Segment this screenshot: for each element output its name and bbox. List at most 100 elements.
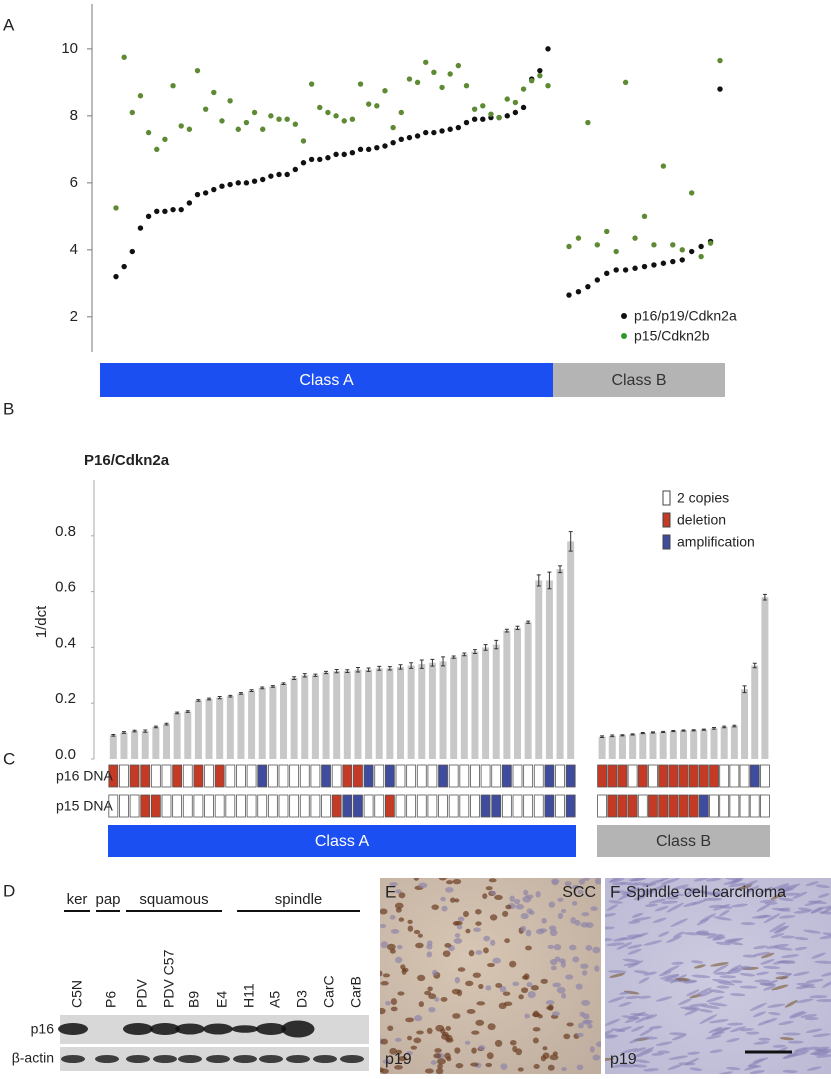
dna-status [342,764,353,788]
dna-status [172,794,183,818]
nucleus [427,986,433,992]
dna-status [384,794,395,818]
nucleus [575,983,583,990]
bar [418,664,426,759]
nucleus [488,878,497,883]
dot [641,213,648,220]
nucleus [431,904,440,910]
dot [455,62,462,69]
nucleus [655,1041,673,1046]
nucleus [489,914,498,921]
dna-status [512,794,523,818]
error-bar [345,669,350,674]
dot [575,235,582,241]
bar [556,569,564,759]
nucleus [629,1037,643,1044]
nucleus [475,1019,485,1026]
bar [258,687,266,759]
stain-label: p19 [385,1051,412,1068]
dna-status [459,764,470,788]
error-bar [324,670,329,675]
band [259,1055,283,1063]
dot [162,136,168,143]
nucleus [581,912,590,917]
dna-status [416,794,427,818]
nucleus [730,993,746,997]
band [95,1055,119,1063]
dna-status [193,794,204,818]
nucleus [637,1047,655,1056]
dna-status [501,794,512,818]
nucleus [666,902,685,913]
dot [186,200,193,206]
nucleus [713,916,733,921]
nucleus [585,944,593,951]
dna-status [688,764,699,788]
nucleus [729,1026,746,1033]
error-bar [238,692,243,695]
nucleus [540,1055,547,1062]
nucleus [418,1001,425,1008]
nucleus [571,901,578,906]
dna-status [204,794,214,818]
y-tick-label: 2 [70,308,78,325]
dot [622,267,629,273]
bar [439,661,447,759]
nucleus [380,908,388,915]
dot [423,129,429,136]
nucleus [407,1035,413,1041]
bar [741,689,749,759]
nucleus [708,1002,728,1007]
stain-label: p19 [610,1051,637,1068]
dna-status [161,764,172,788]
nucleus [633,970,649,974]
track-label: p15 DNA [56,798,113,814]
nucleus [606,904,618,911]
legend-swatch [662,490,671,506]
dot [341,151,347,158]
dot [202,106,209,112]
error-bar [143,729,148,733]
error-bar [366,667,371,672]
nucleus [714,1027,732,1032]
dot [349,150,356,156]
dna-status [607,794,618,818]
nucleus [529,910,535,915]
nucleus [712,904,731,911]
nucleus [657,1050,670,1054]
nucleus [724,878,739,881]
dna-status [668,764,679,788]
nucleus [628,920,641,924]
nucleus [577,889,584,895]
nucleus [660,878,680,885]
class-label: Class B [656,833,711,850]
dna-status [491,764,502,788]
dot [390,124,396,131]
nucleus [764,901,778,905]
nucleus [525,945,532,951]
nucleus [708,1026,723,1034]
error-bar [164,722,169,726]
error-bar [196,699,201,702]
nucleus [445,887,454,893]
nucleus [546,1005,554,1011]
panel-label: F [610,882,620,901]
nucleus [800,1014,818,1018]
nucleus [428,1006,436,1013]
nucleus [710,962,729,967]
nucleus [778,1020,794,1026]
y-tick-label: 4 [70,241,78,258]
nucleus [811,952,826,959]
track-label: p16 DNA [56,768,113,784]
dot [585,119,591,126]
bar [598,736,606,759]
nucleus [627,1011,646,1020]
bar [450,657,458,759]
nucleus [549,929,558,937]
nucleus [730,980,743,984]
dna-status [310,764,321,788]
nucleus [607,996,625,1003]
nucleus [780,935,795,939]
dna-status [321,794,331,818]
dot [276,171,282,178]
